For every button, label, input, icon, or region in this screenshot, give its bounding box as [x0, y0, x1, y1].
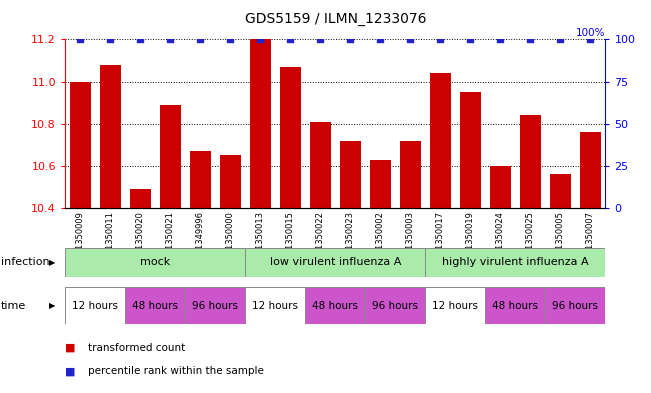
Bar	[100, 64, 120, 208]
Bar	[340, 141, 361, 208]
Text: mock: mock	[140, 257, 171, 267]
Point	[225, 36, 236, 42]
Point	[555, 36, 566, 42]
Bar	[159, 105, 181, 208]
Point	[585, 36, 596, 42]
Point	[525, 36, 536, 42]
Text: percentile rank within the sample: percentile rank within the sample	[88, 366, 264, 376]
Text: 96 hours: 96 hours	[553, 301, 598, 310]
Text: 48 hours: 48 hours	[492, 301, 538, 310]
Bar	[550, 174, 571, 208]
Bar	[430, 73, 451, 208]
Bar	[245, 287, 305, 324]
Point	[375, 36, 385, 42]
Text: 12 hours: 12 hours	[252, 301, 298, 310]
Point	[75, 36, 85, 42]
Bar	[425, 248, 605, 277]
Bar	[250, 39, 271, 208]
Point	[435, 36, 445, 42]
Text: ■: ■	[65, 366, 76, 376]
Text: infection: infection	[1, 257, 49, 267]
Bar	[425, 287, 486, 324]
Bar	[460, 92, 481, 208]
Text: 48 hours: 48 hours	[312, 301, 358, 310]
Point	[255, 36, 266, 42]
Bar	[310, 122, 331, 208]
Bar	[219, 156, 241, 208]
Point	[405, 36, 415, 42]
Text: GDS5159 / ILMN_1233076: GDS5159 / ILMN_1233076	[245, 12, 426, 26]
Point	[345, 36, 355, 42]
Bar	[185, 287, 245, 324]
Text: ▶: ▶	[49, 301, 55, 310]
Bar	[125, 287, 185, 324]
Bar	[365, 287, 425, 324]
Text: 12 hours: 12 hours	[432, 301, 478, 310]
Text: ■: ■	[65, 343, 76, 353]
Bar	[280, 67, 301, 208]
Text: highly virulent influenza A: highly virulent influenza A	[442, 257, 589, 267]
Text: ▶: ▶	[49, 258, 55, 267]
Text: transformed count: transformed count	[88, 343, 185, 353]
Point	[105, 36, 115, 42]
Bar	[245, 248, 425, 277]
Point	[315, 36, 326, 42]
Point	[495, 36, 506, 42]
Point	[135, 36, 145, 42]
Bar	[65, 248, 245, 277]
Bar	[486, 287, 546, 324]
Bar	[70, 81, 90, 208]
Text: time: time	[1, 301, 26, 310]
Point	[195, 36, 206, 42]
Text: 100%: 100%	[576, 28, 605, 38]
Point	[285, 36, 296, 42]
Bar	[370, 160, 391, 208]
Bar	[520, 115, 541, 208]
Text: 12 hours: 12 hours	[72, 301, 118, 310]
Bar	[65, 287, 125, 324]
Bar	[130, 189, 150, 208]
Bar	[189, 151, 211, 208]
Bar	[400, 141, 421, 208]
Bar	[305, 287, 365, 324]
Text: 48 hours: 48 hours	[132, 301, 178, 310]
Bar	[580, 132, 601, 208]
Text: 96 hours: 96 hours	[372, 301, 419, 310]
Bar	[546, 287, 605, 324]
Point	[165, 36, 175, 42]
Text: 96 hours: 96 hours	[192, 301, 238, 310]
Text: low virulent influenza A: low virulent influenza A	[270, 257, 401, 267]
Point	[465, 36, 475, 42]
Bar	[490, 166, 511, 208]
